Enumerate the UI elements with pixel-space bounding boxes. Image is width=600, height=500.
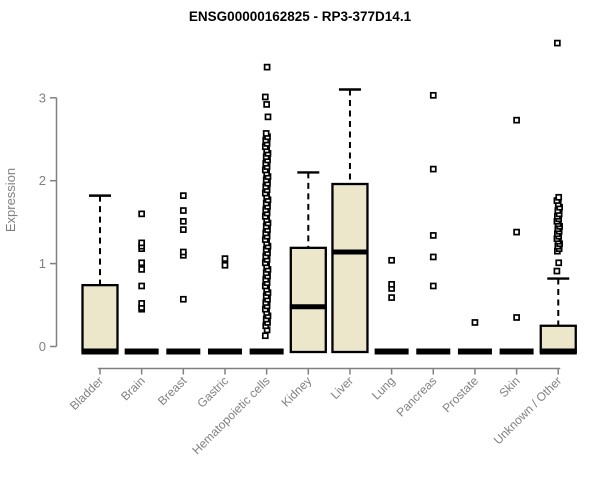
outlier-point [513, 228, 520, 236]
outlier-point [221, 261, 229, 269]
iqr-box [81, 284, 119, 354]
y-tick-label: 1 [39, 256, 46, 271]
boxplot-liver [331, 88, 369, 354]
outlier-point [138, 210, 146, 218]
boxplot-skin [499, 116, 534, 355]
outlier-point [179, 248, 187, 256]
y-tick-label: 3 [39, 90, 46, 105]
boxplot-prostate [457, 319, 492, 355]
outlier-point [138, 266, 146, 273]
outlier-point [138, 282, 146, 290]
iqr-box [539, 324, 577, 354]
plot-area: 0 1 2 3 Bladder Brain Breast GastricHematopoiet… [39, 39, 577, 457]
boxplot-lung [374, 256, 409, 355]
y-tick-label: 2 [39, 173, 46, 188]
boxplot-kidney [289, 171, 327, 354]
outlier-point [388, 256, 395, 264]
outlier-point [262, 130, 270, 137]
chart-title: ENSG00000162825 - RP3-377D14.1 [189, 9, 412, 24]
outlier-point [555, 193, 563, 201]
outlier-point [388, 294, 395, 301]
x-tick-label-hematopoietic-cells: Hematopoietic cells [189, 374, 272, 457]
outlier-point [388, 280, 395, 288]
boxplot-bladder [81, 194, 119, 355]
boxplot-pancreas [416, 91, 451, 355]
outlier-point [221, 255, 229, 262]
outlier-point [179, 226, 187, 233]
outlier-point [429, 232, 437, 239]
outlier-point [261, 332, 269, 340]
x-tick-label-brain: Brain [118, 374, 148, 404]
boxplot-brain [124, 210, 159, 355]
y-axis-title: Expression [3, 168, 18, 232]
y-tick-label: 0 [39, 339, 46, 354]
outlier-point [513, 116, 520, 124]
outlier-point [138, 239, 146, 247]
boxplot-breast [166, 192, 201, 355]
outlier-point [429, 253, 437, 261]
x-tick-label-prostate: Prostate [440, 374, 482, 416]
x-tick-label-skin: Skin [496, 374, 522, 400]
outlier-point [263, 63, 271, 71]
x-tick-label-pancreas: Pancreas [394, 374, 440, 420]
iqr-box [331, 182, 369, 354]
x-tick-label-lung: Lung [369, 374, 398, 403]
outlier-point [263, 101, 270, 108]
boxplot-hematopoietic-cells [249, 63, 284, 355]
x-tick-label-breast: Breast [155, 373, 190, 408]
outlier-point [138, 300, 146, 307]
iqr-box [289, 246, 327, 354]
outlier-point [471, 319, 479, 326]
x-tick-label-gastric: Gastric [194, 374, 231, 411]
outlier-point [554, 39, 561, 47]
outlier-point [261, 93, 269, 101]
outlier-point [429, 165, 437, 173]
outlier-point [513, 314, 520, 321]
outlier-point [264, 113, 272, 121]
x-tick-label-kidney: Kidney [279, 374, 315, 410]
outlier-point [179, 295, 187, 303]
outlier-point [429, 91, 437, 99]
outlier-point [553, 267, 561, 275]
y-axis: 0 1 2 3 [39, 90, 58, 354]
x-tick-label-bladder: Bladder [67, 374, 106, 413]
outlier-point [429, 282, 437, 290]
outlier-point [555, 259, 563, 267]
outlier-point [179, 207, 187, 214]
outlier-point [179, 192, 187, 199]
x-tick-label-liver: Liver [328, 374, 356, 402]
outlier-point [179, 217, 187, 225]
outlier-point [138, 259, 146, 267]
boxplot-gastric [207, 255, 242, 355]
boxplot-unknown-other [539, 39, 577, 355]
